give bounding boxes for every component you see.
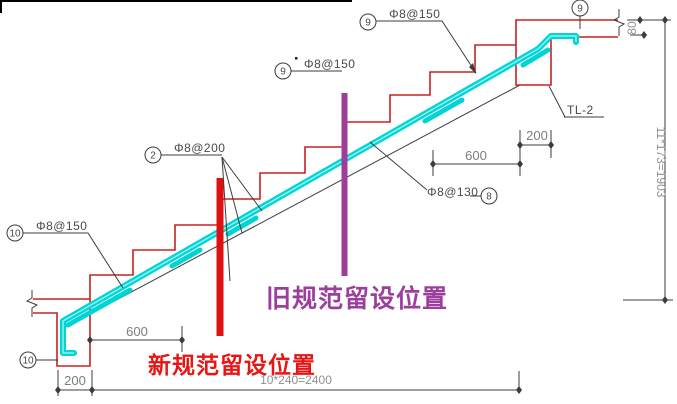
rebar-lap-4 <box>422 97 465 124</box>
callout-leader <box>548 85 566 118</box>
dim-arrow <box>662 16 668 24</box>
callout-leader <box>221 156 243 234</box>
rebar-label: Φ8@150 <box>36 219 87 233</box>
dim-text-200-bottom: 200 <box>64 373 86 388</box>
callout-bubble-number: 9 <box>577 4 583 15</box>
callout-leader <box>221 156 263 212</box>
callout-10-lower: 10 <box>19 351 58 369</box>
callout-bubble-9 <box>359 13 377 31</box>
dim-arrow <box>517 141 523 149</box>
dim-text-200-right: 200 <box>526 128 548 143</box>
callout-bubble-number: 9 <box>365 18 371 29</box>
beam-tag-text: TL-2 <box>567 103 594 117</box>
rebar-label: Φ8@130 <box>427 185 478 199</box>
dim-arrow <box>179 336 185 344</box>
callout-bubble-number: 10 <box>9 229 21 240</box>
callout-10-upper: 10 Φ8@150 <box>6 219 124 289</box>
old-position-marker-line <box>341 93 348 276</box>
callout-leader <box>23 232 124 289</box>
rebar-lap-5 <box>520 47 551 68</box>
callout-bubble-number: 10 <box>22 356 34 367</box>
dim-text-600-right: 600 <box>465 148 487 163</box>
dim-lower-600: 600 <box>87 324 185 352</box>
break-symbol-right <box>612 9 626 36</box>
dim-text-run-total: 10*240=2400 <box>260 373 332 387</box>
callout-8: 8 Φ8@130 <box>369 141 498 205</box>
dim-arrow <box>430 160 436 168</box>
dim-right-600-200: 600 200 <box>430 128 554 176</box>
callout-leader <box>376 20 477 74</box>
dim-arrow <box>55 386 61 394</box>
rebar-lap-1 <box>65 287 133 328</box>
callout-9-upper: 9 Φ8@150 <box>359 7 477 74</box>
dim-right-rise: 80 11*173=1903 <box>623 16 673 304</box>
rebar-lap-3 <box>225 215 259 237</box>
old-position-note: 旧规范留设位置 <box>266 284 448 313</box>
stray-dot <box>295 57 298 60</box>
stair-steps-outline <box>33 19 618 300</box>
dim-arrow <box>89 386 95 394</box>
new-position-marker-line <box>216 178 224 336</box>
leader-arrowhead <box>469 63 476 74</box>
callout-9-top: 9 <box>571 0 589 29</box>
dim-arrow <box>548 141 554 149</box>
top-border-line <box>0 0 352 2</box>
dim-arrow <box>517 160 523 168</box>
callout-bubble-number: 9 <box>280 67 286 78</box>
stair-soffit-line <box>89 84 521 315</box>
rebar-main-highlight <box>62 35 577 354</box>
dim-text-600-left: 600 <box>126 324 148 339</box>
rebar-label: Φ8@200 <box>174 141 225 155</box>
dim-text-slab-80: 80 <box>625 21 639 35</box>
beam-tag-tl2: TL-2 <box>548 85 604 118</box>
dim-arrow <box>637 16 643 24</box>
dim-bottom-run: 200 10*240=2400 <box>55 370 522 396</box>
dim-arrow <box>662 296 668 304</box>
new-position-note: 新规范留设位置 <box>148 352 316 378</box>
dim-arrow <box>641 31 647 39</box>
rebar-label: Φ8@150 <box>304 57 355 71</box>
dim-arrow <box>87 336 93 344</box>
callout-bubble-number: 8 <box>486 192 492 203</box>
callout-9-mid: 9 Φ8@150 <box>274 57 355 80</box>
rebar-lap-2 <box>169 247 203 269</box>
left-border-line <box>0 0 2 13</box>
callout-leader <box>221 156 231 282</box>
dim-arrow <box>516 386 522 394</box>
callout-2: 2 Φ8@200 <box>144 141 263 282</box>
stair-outline <box>33 19 618 367</box>
callout-leader <box>369 141 428 191</box>
rebar-label: Φ8@150 <box>389 7 440 21</box>
callout-bubble-number: 2 <box>150 151 156 162</box>
rebar-group <box>60 33 579 356</box>
dim-text-rise-total: 11*173=1903 <box>654 127 668 198</box>
break-symbol-left <box>25 290 39 317</box>
